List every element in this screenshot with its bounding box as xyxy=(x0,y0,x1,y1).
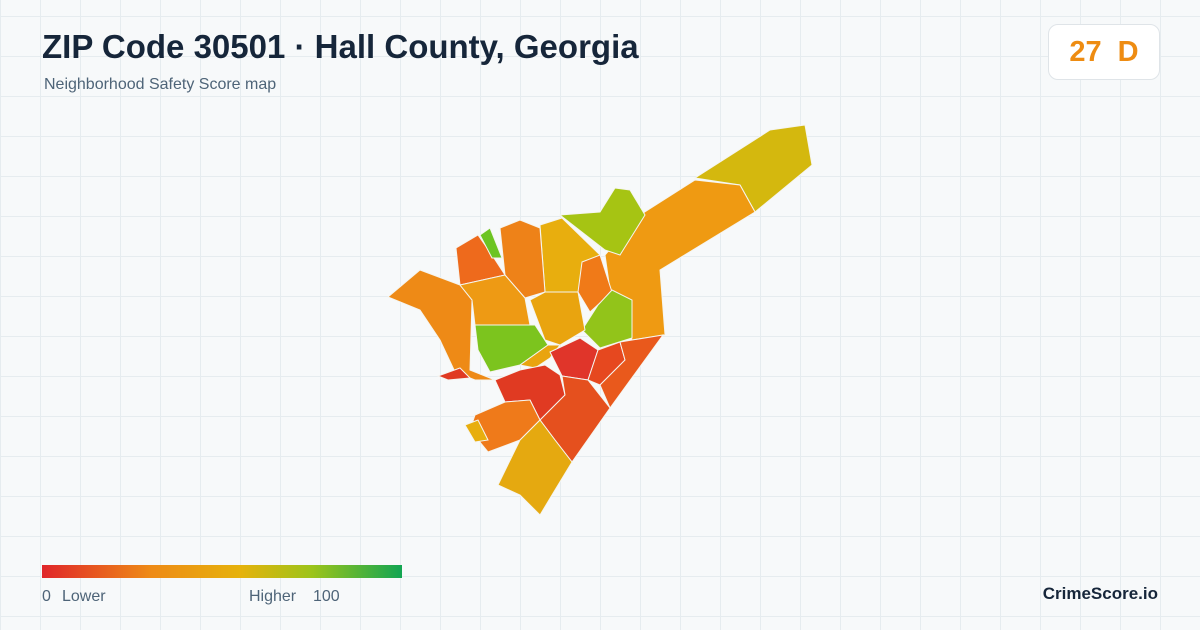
region xyxy=(497,419,573,516)
region xyxy=(599,334,665,410)
region xyxy=(604,179,756,341)
legend-gradient xyxy=(42,565,402,578)
brand: CrimeScore.io xyxy=(1042,584,1158,603)
region xyxy=(558,187,646,256)
legend-min: 0 xyxy=(42,588,51,605)
region xyxy=(455,234,506,286)
region xyxy=(436,367,472,381)
legend-max-label: Higher xyxy=(249,588,297,605)
legend-min-label: Lower xyxy=(62,588,106,605)
score-badge: 27 D xyxy=(1048,24,1160,80)
score-grade: D xyxy=(1117,35,1139,68)
score-value: 27 xyxy=(1069,35,1102,68)
legend-max: 100 xyxy=(313,588,340,605)
subtitle: Neighborhood Safety Score map xyxy=(44,76,277,93)
title: ZIP Code 30501 · Hall County, Georgia xyxy=(42,28,639,65)
region xyxy=(479,227,503,259)
region xyxy=(464,419,489,443)
